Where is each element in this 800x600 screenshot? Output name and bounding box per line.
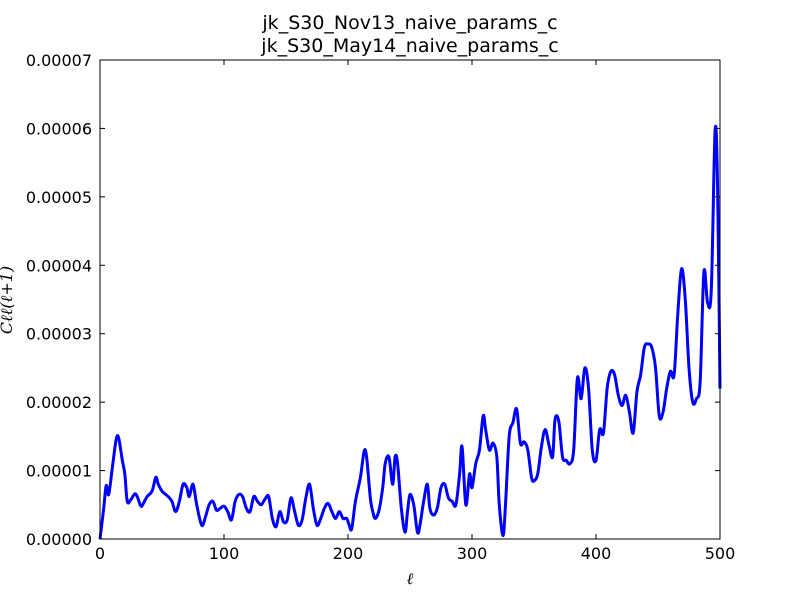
x-axis-label: ℓ [407, 569, 414, 588]
x-axis: 0 100 200 300 400 500 [95, 60, 735, 563]
y-tick-label: 0.00003 [26, 325, 92, 344]
y-tick-label: 0.00005 [26, 188, 92, 207]
x-tick-label: 100 [209, 544, 240, 563]
y-axis-label: Cℓℓ(ℓ+1) [0, 266, 16, 334]
x-tick-label: 0 [95, 544, 105, 563]
chart-title-line-1: jk_S30_Nov13_naive_params_c [261, 12, 557, 34]
y-tick-label: 0.00004 [26, 256, 92, 275]
y-tick-label: 0.00007 [26, 51, 92, 70]
y-tick-label: 0.00002 [26, 393, 92, 412]
y-tick-label: 0.00000 [26, 530, 92, 549]
x-tick-label: 400 [581, 544, 612, 563]
plot-series [98, 124, 722, 540]
y-tick-label: 0.00001 [26, 462, 92, 481]
x-tick-label: 200 [333, 544, 364, 563]
series-line-0 [98, 124, 722, 540]
y-tick-label: 0.00006 [26, 119, 92, 138]
chart-title-line-2: jk_S30_May14_naive_params_c [260, 35, 558, 57]
x-tick-label: 300 [457, 544, 488, 563]
x-tick-label: 500 [705, 544, 736, 563]
plot-frame [99, 59, 721, 540]
y-axis: 0.00000 0.00001 0.00002 0.00003 0.00004 0.000… [26, 51, 720, 549]
